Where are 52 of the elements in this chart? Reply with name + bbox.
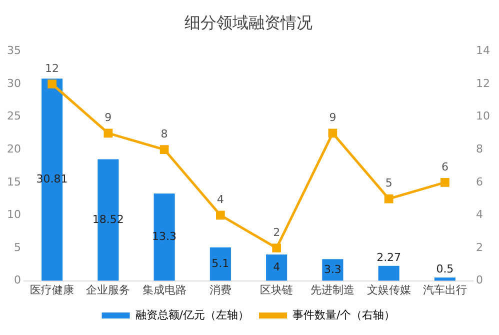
data-label: 12 [45, 62, 60, 75]
y-tick-label: 20 [6, 142, 21, 156]
x-tick-label: 医疗健康 [30, 283, 74, 296]
y2-tick-label: 8 [476, 142, 484, 156]
y2-tick-label: 2 [476, 240, 484, 254]
x-tick-label: 集成电路 [142, 283, 186, 296]
data-label: 9 [329, 111, 336, 124]
point [48, 80, 56, 88]
y-tick-label: 30 [6, 76, 21, 90]
data-label: 4 [216, 193, 224, 206]
data-label: 5.1 [212, 256, 230, 270]
data-label: 2.27 [376, 250, 402, 264]
y2-tick-label: 10 [476, 110, 490, 123]
x-tick-label: 文娱传媒 [366, 283, 411, 296]
y2-tick-label: 12 [476, 76, 490, 90]
y2-tick-label: 4 [476, 208, 484, 222]
data-label: 9 [104, 111, 112, 124]
point [104, 128, 113, 138]
y-tick-label: 0 [14, 274, 21, 287]
x-tick-label: 汽车出行 [422, 283, 467, 296]
x-tick-label: 企业服务 [86, 283, 130, 296]
point [216, 210, 225, 220]
y-tick-label: 10 [6, 208, 21, 222]
y2-tick-label: 14 [476, 44, 490, 58]
bar [378, 266, 400, 281]
y-tick-label: 5 [14, 240, 21, 254]
data-label: 5 [385, 176, 392, 190]
data-label: 2 [273, 226, 280, 239]
data-label: 8 [160, 127, 168, 140]
bar [210, 247, 231, 281]
y-tick-label: 15 [6, 175, 21, 188]
y-tick-label: 35 [6, 44, 21, 58]
data-label: 6 [441, 160, 448, 174]
legend-label: 事件数量/个（右轴） [292, 308, 396, 322]
chart-title: 细分领域融资情况 [184, 12, 312, 32]
point [440, 178, 450, 187]
legend-label: 融资总额/亿元（左轴） [135, 308, 250, 322]
point [384, 194, 394, 204]
bar [434, 278, 456, 281]
data-label: 3.3 [324, 262, 342, 276]
point [328, 128, 338, 138]
bar [266, 254, 288, 281]
x-tick-label: 先进制造 [310, 283, 355, 296]
x-tick-label: 消费 [209, 283, 232, 296]
point [272, 244, 281, 252]
data-label: 4 [273, 260, 280, 274]
y-tick-label: 25 [6, 110, 21, 123]
y2-tick-label: 0 [476, 274, 484, 287]
data-label: 0.5 [436, 262, 454, 276]
y2-tick-label: 6 [476, 175, 484, 188]
point [160, 145, 169, 154]
x-tick-label: 区块链 [260, 283, 294, 296]
